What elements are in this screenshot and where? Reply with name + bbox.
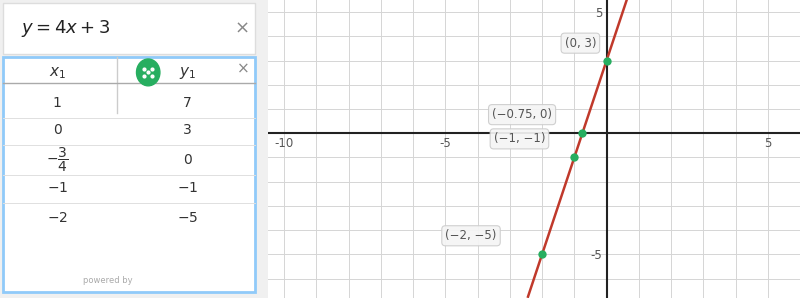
Text: (−2, −5): (−2, −5) — [446, 229, 497, 242]
Text: $-1$: $-1$ — [177, 181, 198, 195]
Text: (0, 3): (0, 3) — [565, 37, 596, 50]
FancyBboxPatch shape — [2, 3, 254, 54]
Text: $x_1$: $x_1$ — [49, 65, 66, 81]
Text: (−1, −1): (−1, −1) — [494, 132, 545, 145]
Text: powered by: powered by — [83, 276, 133, 285]
FancyBboxPatch shape — [2, 57, 254, 292]
Text: $y = 4x + 3$: $y = 4x + 3$ — [21, 18, 110, 39]
Text: 1: 1 — [53, 96, 62, 110]
Text: ×: × — [237, 61, 250, 76]
Text: 3: 3 — [183, 123, 191, 136]
Text: ×: × — [234, 19, 250, 37]
Text: (−0.75, 0): (−0.75, 0) — [492, 108, 552, 121]
Text: 7: 7 — [183, 96, 191, 110]
Circle shape — [137, 59, 160, 86]
Text: $-2$: $-2$ — [46, 211, 68, 225]
Text: $-5$: $-5$ — [177, 211, 198, 225]
Text: $-\dfrac{3}{4}$: $-\dfrac{3}{4}$ — [46, 146, 69, 175]
Text: $-1$: $-1$ — [46, 181, 68, 195]
Text: $y_1$: $y_1$ — [178, 65, 196, 81]
Text: 0: 0 — [183, 153, 191, 167]
Text: 0: 0 — [53, 123, 62, 136]
